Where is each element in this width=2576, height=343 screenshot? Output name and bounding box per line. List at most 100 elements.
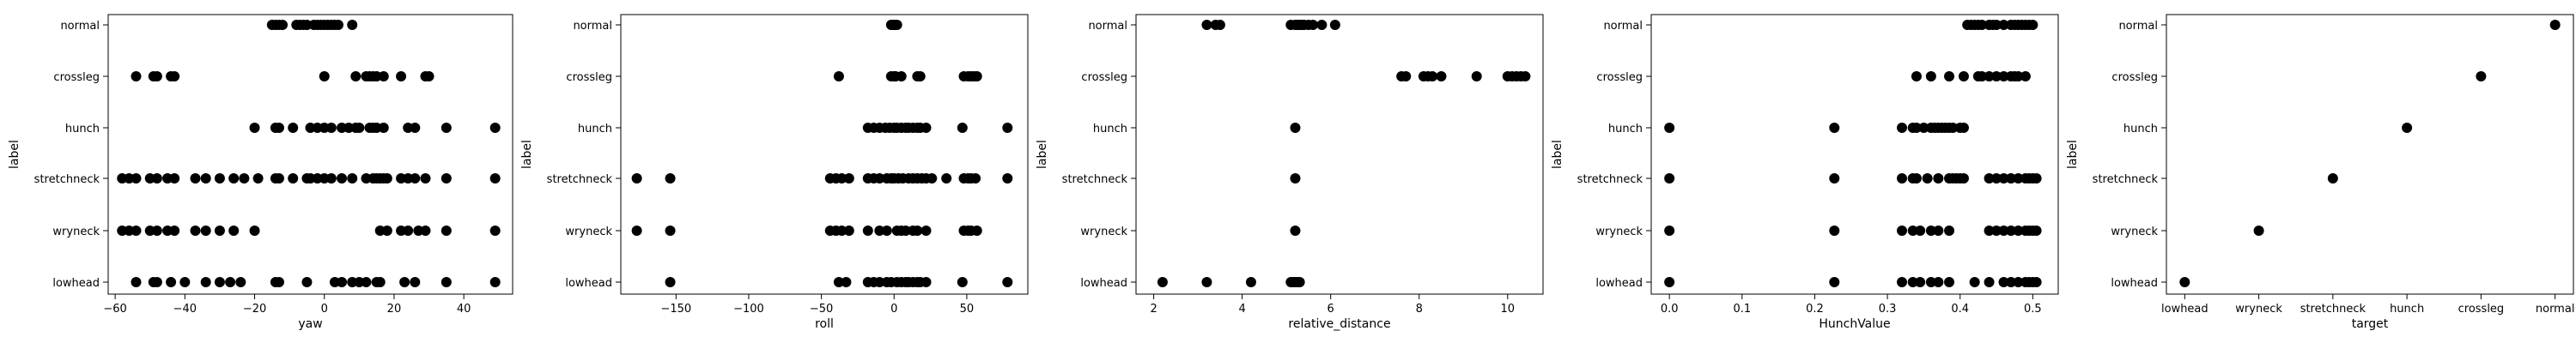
data-point xyxy=(347,20,358,30)
data-point xyxy=(1201,277,1212,287)
y-tick-label: wryneck xyxy=(1080,226,1127,238)
data-point xyxy=(190,173,201,184)
x-tick-label: 6 xyxy=(1327,303,1334,316)
data-point xyxy=(1925,226,1936,236)
data-point xyxy=(2179,277,2190,287)
y-tick-label: wryneck xyxy=(565,226,612,238)
data-point xyxy=(301,277,313,287)
data-point xyxy=(920,277,932,287)
data-point xyxy=(288,123,299,133)
x-axis-title: yaw xyxy=(298,317,322,331)
data-point xyxy=(2402,123,2413,133)
x-tick-label: hunch xyxy=(2390,303,2424,316)
data-point xyxy=(665,277,676,287)
data-point xyxy=(378,71,389,81)
chart-panel-4: 0.0 0.1 0.2 0.3 0.4 0.5 lowhead wryneck stretchn… xyxy=(1551,14,2059,331)
x-tick-label: 0 xyxy=(321,303,328,316)
data-point xyxy=(151,71,162,81)
y-tick-label: wryneck xyxy=(2111,226,2158,238)
data-point xyxy=(874,277,885,287)
y-tick-label: hunch xyxy=(2123,123,2158,135)
y-tick-label: lowhead xyxy=(52,277,100,290)
data-point xyxy=(862,226,873,236)
y-tick-label: normal xyxy=(573,20,612,33)
data-point xyxy=(1991,226,2002,236)
data-point xyxy=(1290,226,1301,236)
plot-frame xyxy=(1135,14,1544,295)
data-point xyxy=(2013,71,2024,81)
data-point xyxy=(1958,173,1969,184)
data-point xyxy=(190,226,201,236)
data-point xyxy=(381,173,392,184)
data-point xyxy=(1958,123,1969,133)
y-tick-label: crossleg xyxy=(1596,71,1643,84)
data-point xyxy=(900,226,911,236)
data-point xyxy=(214,173,225,184)
data-point xyxy=(665,173,676,184)
data-point xyxy=(1907,226,1918,236)
data-point xyxy=(1308,20,1319,30)
data-point xyxy=(912,226,923,236)
data-point xyxy=(214,277,225,287)
data-point xyxy=(1958,71,1969,81)
plot-frame xyxy=(2166,14,2574,295)
data-point xyxy=(1991,173,2002,184)
y-tick-label: lowhead xyxy=(565,277,612,290)
data-point xyxy=(1969,277,1980,287)
data-point xyxy=(166,277,177,287)
data-point xyxy=(941,173,952,184)
y-tick-label: normal xyxy=(1603,20,1643,33)
data-point xyxy=(1316,20,1327,30)
data-point xyxy=(1427,71,1438,81)
y-tick-label: stretchneck xyxy=(1062,173,1128,186)
data-point xyxy=(1911,123,1922,133)
data-point xyxy=(131,71,142,81)
data-point xyxy=(891,20,902,30)
data-point xyxy=(2013,277,2024,287)
data-point xyxy=(350,71,361,81)
data-point xyxy=(396,71,407,81)
data-point xyxy=(1933,173,1944,184)
x-axis-title: roll xyxy=(815,317,834,331)
data-point xyxy=(2013,173,2024,184)
data-point xyxy=(277,20,289,30)
data-point xyxy=(1977,20,1988,30)
data-point xyxy=(399,277,410,287)
data-point xyxy=(2005,173,2016,184)
plot-frame xyxy=(107,14,513,295)
data-point xyxy=(288,173,299,184)
x-tick-label: stretchneck xyxy=(2300,303,2366,316)
data-point xyxy=(1829,173,1840,184)
data-point xyxy=(1664,123,1675,133)
data-point xyxy=(914,71,926,81)
data-point xyxy=(1002,173,1013,184)
data-point xyxy=(1915,226,1926,236)
y-tick-label: crossleg xyxy=(566,71,612,84)
data-point xyxy=(1897,226,1908,236)
data-point xyxy=(1245,277,1256,287)
x-tick-label: 50 xyxy=(960,303,975,316)
data-point xyxy=(489,123,501,133)
x-tick-label: −60 xyxy=(103,303,126,316)
data-point xyxy=(843,173,854,184)
y-tick-label: wryneck xyxy=(52,226,100,238)
data-point xyxy=(1977,71,1988,81)
data-point xyxy=(440,123,452,133)
data-point xyxy=(2005,277,2016,287)
data-point xyxy=(420,226,431,236)
data-point xyxy=(1471,71,1482,81)
data-point xyxy=(249,123,260,133)
x-tick-label: −40 xyxy=(173,303,197,316)
data-point xyxy=(214,226,225,236)
data-point xyxy=(1944,226,1955,236)
data-point xyxy=(631,226,642,236)
data-point xyxy=(440,277,452,287)
data-point xyxy=(1922,173,1933,184)
data-point xyxy=(1214,20,1225,30)
data-point xyxy=(1915,277,1926,287)
x-tick-label: −50 xyxy=(810,303,833,316)
data-point xyxy=(1002,123,1013,133)
data-point xyxy=(1436,71,1447,81)
data-point xyxy=(131,173,142,184)
